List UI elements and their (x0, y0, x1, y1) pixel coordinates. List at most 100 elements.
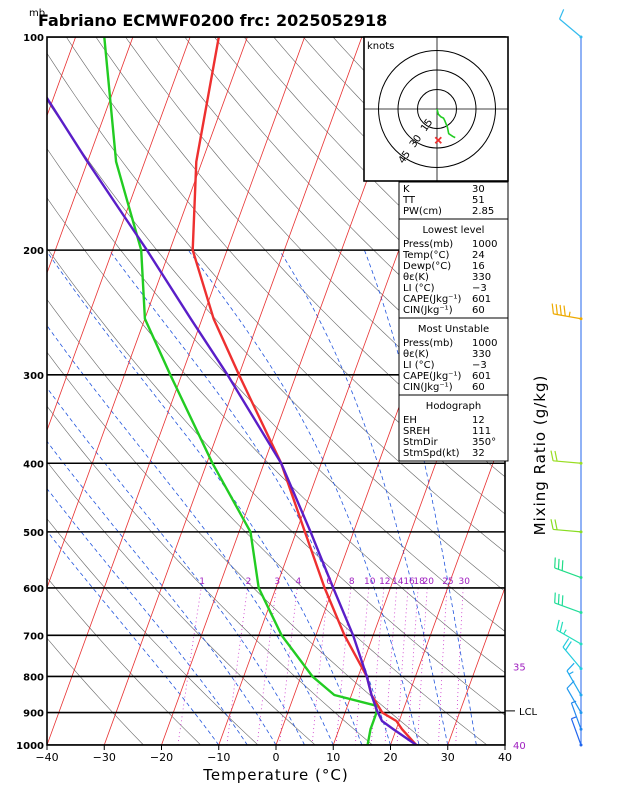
wind-barb-flag (561, 595, 564, 606)
wind-barb-dot (579, 693, 583, 697)
indices-lowest-value: 601 (472, 294, 491, 305)
wind-barb-flag (554, 450, 558, 462)
storm-motion-marker (434, 136, 442, 144)
wind-barb-flag (562, 638, 570, 648)
wind-barb (566, 662, 583, 697)
mixing-ratio-label: 18 (413, 577, 425, 587)
moist-adiabat (47, 250, 363, 745)
wind-barb-staff (553, 528, 582, 533)
wind-barb-dot (579, 317, 583, 321)
wind-barb (554, 557, 583, 580)
wind-barb-dot (579, 461, 583, 465)
isotherm-line (47, 37, 306, 745)
indices-unstable-label: Press(mb) (403, 338, 453, 349)
wind-barb-dot (579, 743, 583, 747)
dry-adiabat (47, 518, 259, 745)
x-tick-label: 40 (498, 751, 512, 764)
moist-adiabat (187, 249, 420, 745)
x-tick-label: 30 (441, 751, 455, 764)
indices-lowest-value: 24 (472, 250, 485, 261)
dry-adiabat (243, 37, 505, 304)
wind-barb-dot (579, 667, 583, 671)
indices-unstable-title: Most Unstable (418, 324, 489, 335)
mixing-ratio-label: 12 (379, 577, 390, 587)
pressure-tick-label: 800 (23, 672, 44, 683)
indices-lowest-label: CIN(Jkg⁻¹) (403, 305, 453, 316)
moist-adiabat (47, 488, 248, 745)
indices-global-box (398, 181, 509, 220)
wind-barb-flag (565, 641, 572, 651)
dry-adiabat (47, 52, 505, 553)
dry-adiabat (47, 298, 488, 745)
indices-global-label: PW(cm) (403, 206, 442, 217)
wind-barb-flag (551, 303, 555, 314)
wind-barb-flag (555, 304, 558, 315)
pressure-tick-label: 100 (23, 33, 44, 44)
wind-barb-staff (554, 567, 582, 579)
wind-barb-dot (579, 711, 583, 715)
mixing-ratio-line (177, 587, 202, 745)
pressure-tick-label: 200 (23, 246, 44, 257)
pressure-tick-label: 500 (23, 528, 44, 539)
wind-barb-half-flag (568, 311, 571, 317)
chart-title: Fabriano ECMWF0200 frc: 2025052918 (38, 11, 387, 30)
wind-barb-flag (561, 560, 564, 571)
isotherm-line (47, 37, 191, 432)
wind-barb-dot (579, 530, 583, 534)
wind-barb-flag (554, 557, 556, 568)
indices-lowest-label: Dewp(°C) (403, 261, 451, 272)
pressure-tick-label: 1000 (16, 741, 44, 752)
wind-barb-dot (579, 35, 583, 39)
dry-adiabat (66, 37, 505, 515)
hodograph-units-label: knots (367, 41, 394, 52)
wind-barb-flag (554, 519, 558, 530)
isotherm-edge-label: 40 (513, 741, 526, 752)
indices-lowest-label: CAPE(Jkg⁻¹) (403, 294, 461, 305)
dry-adiabat (47, 461, 316, 745)
wind-barb-flag (550, 450, 554, 461)
indices-unstable-value: 60 (472, 382, 485, 393)
wind-barb-flag (566, 680, 575, 689)
indices-hodo-title: Hodograph (426, 401, 481, 412)
dry-adiabat (47, 577, 201, 745)
indices-hodo-label: StmSpd(kt) (403, 448, 460, 459)
mixing-ratio-label: 3 (274, 577, 280, 587)
indices-unstable-value: 1000 (472, 338, 497, 349)
isotherm-line (447, 586, 505, 745)
mixing-ratio-label: 16 (403, 577, 415, 587)
indices-unstable-label: LI (°C) (403, 360, 435, 371)
wind-barb-staff (570, 702, 582, 730)
isotherm-line (47, 37, 248, 589)
mixing-ratio-label: 25 (442, 577, 453, 587)
wind-barb-flag (559, 304, 562, 316)
wind-barb (554, 592, 583, 615)
temperature-profile (191, 37, 418, 745)
wind-barb-dot (579, 642, 583, 646)
indices-lowest-label: θε(K) (403, 272, 429, 283)
lcl-label: LCL (519, 707, 538, 718)
wind-barb (570, 700, 583, 731)
wind-barb-flag (557, 593, 560, 605)
isotherm-line (504, 743, 505, 745)
wind-barb-staff (566, 670, 582, 696)
parcel-profile (47, 95, 417, 745)
wind-barb (570, 716, 583, 747)
isotherm-line (0, 37, 18, 745)
wind-barb-staff (553, 313, 582, 320)
mixing-ratio-label: 20 (423, 577, 435, 587)
indices-hodo-value: 32 (472, 448, 485, 459)
wind-barb-dot (579, 727, 583, 731)
dry-adiabat (600, 37, 618, 745)
hodograph-ring (397, 69, 477, 149)
wind-barb-staff (566, 688, 582, 713)
mixing-ratio-label: 14 (392, 577, 404, 587)
indices-global-value: 51 (472, 195, 485, 206)
wind-barb-half-flag (571, 716, 577, 720)
indices-hodo-label: StmDir (403, 437, 438, 448)
mixing-ratio-line (226, 587, 248, 745)
x-tick-label: −20 (150, 751, 173, 764)
mixing-ratio-label: 6 (326, 577, 332, 587)
indices-unstable-value: −3 (472, 360, 487, 371)
moist-adiabat (47, 530, 220, 745)
